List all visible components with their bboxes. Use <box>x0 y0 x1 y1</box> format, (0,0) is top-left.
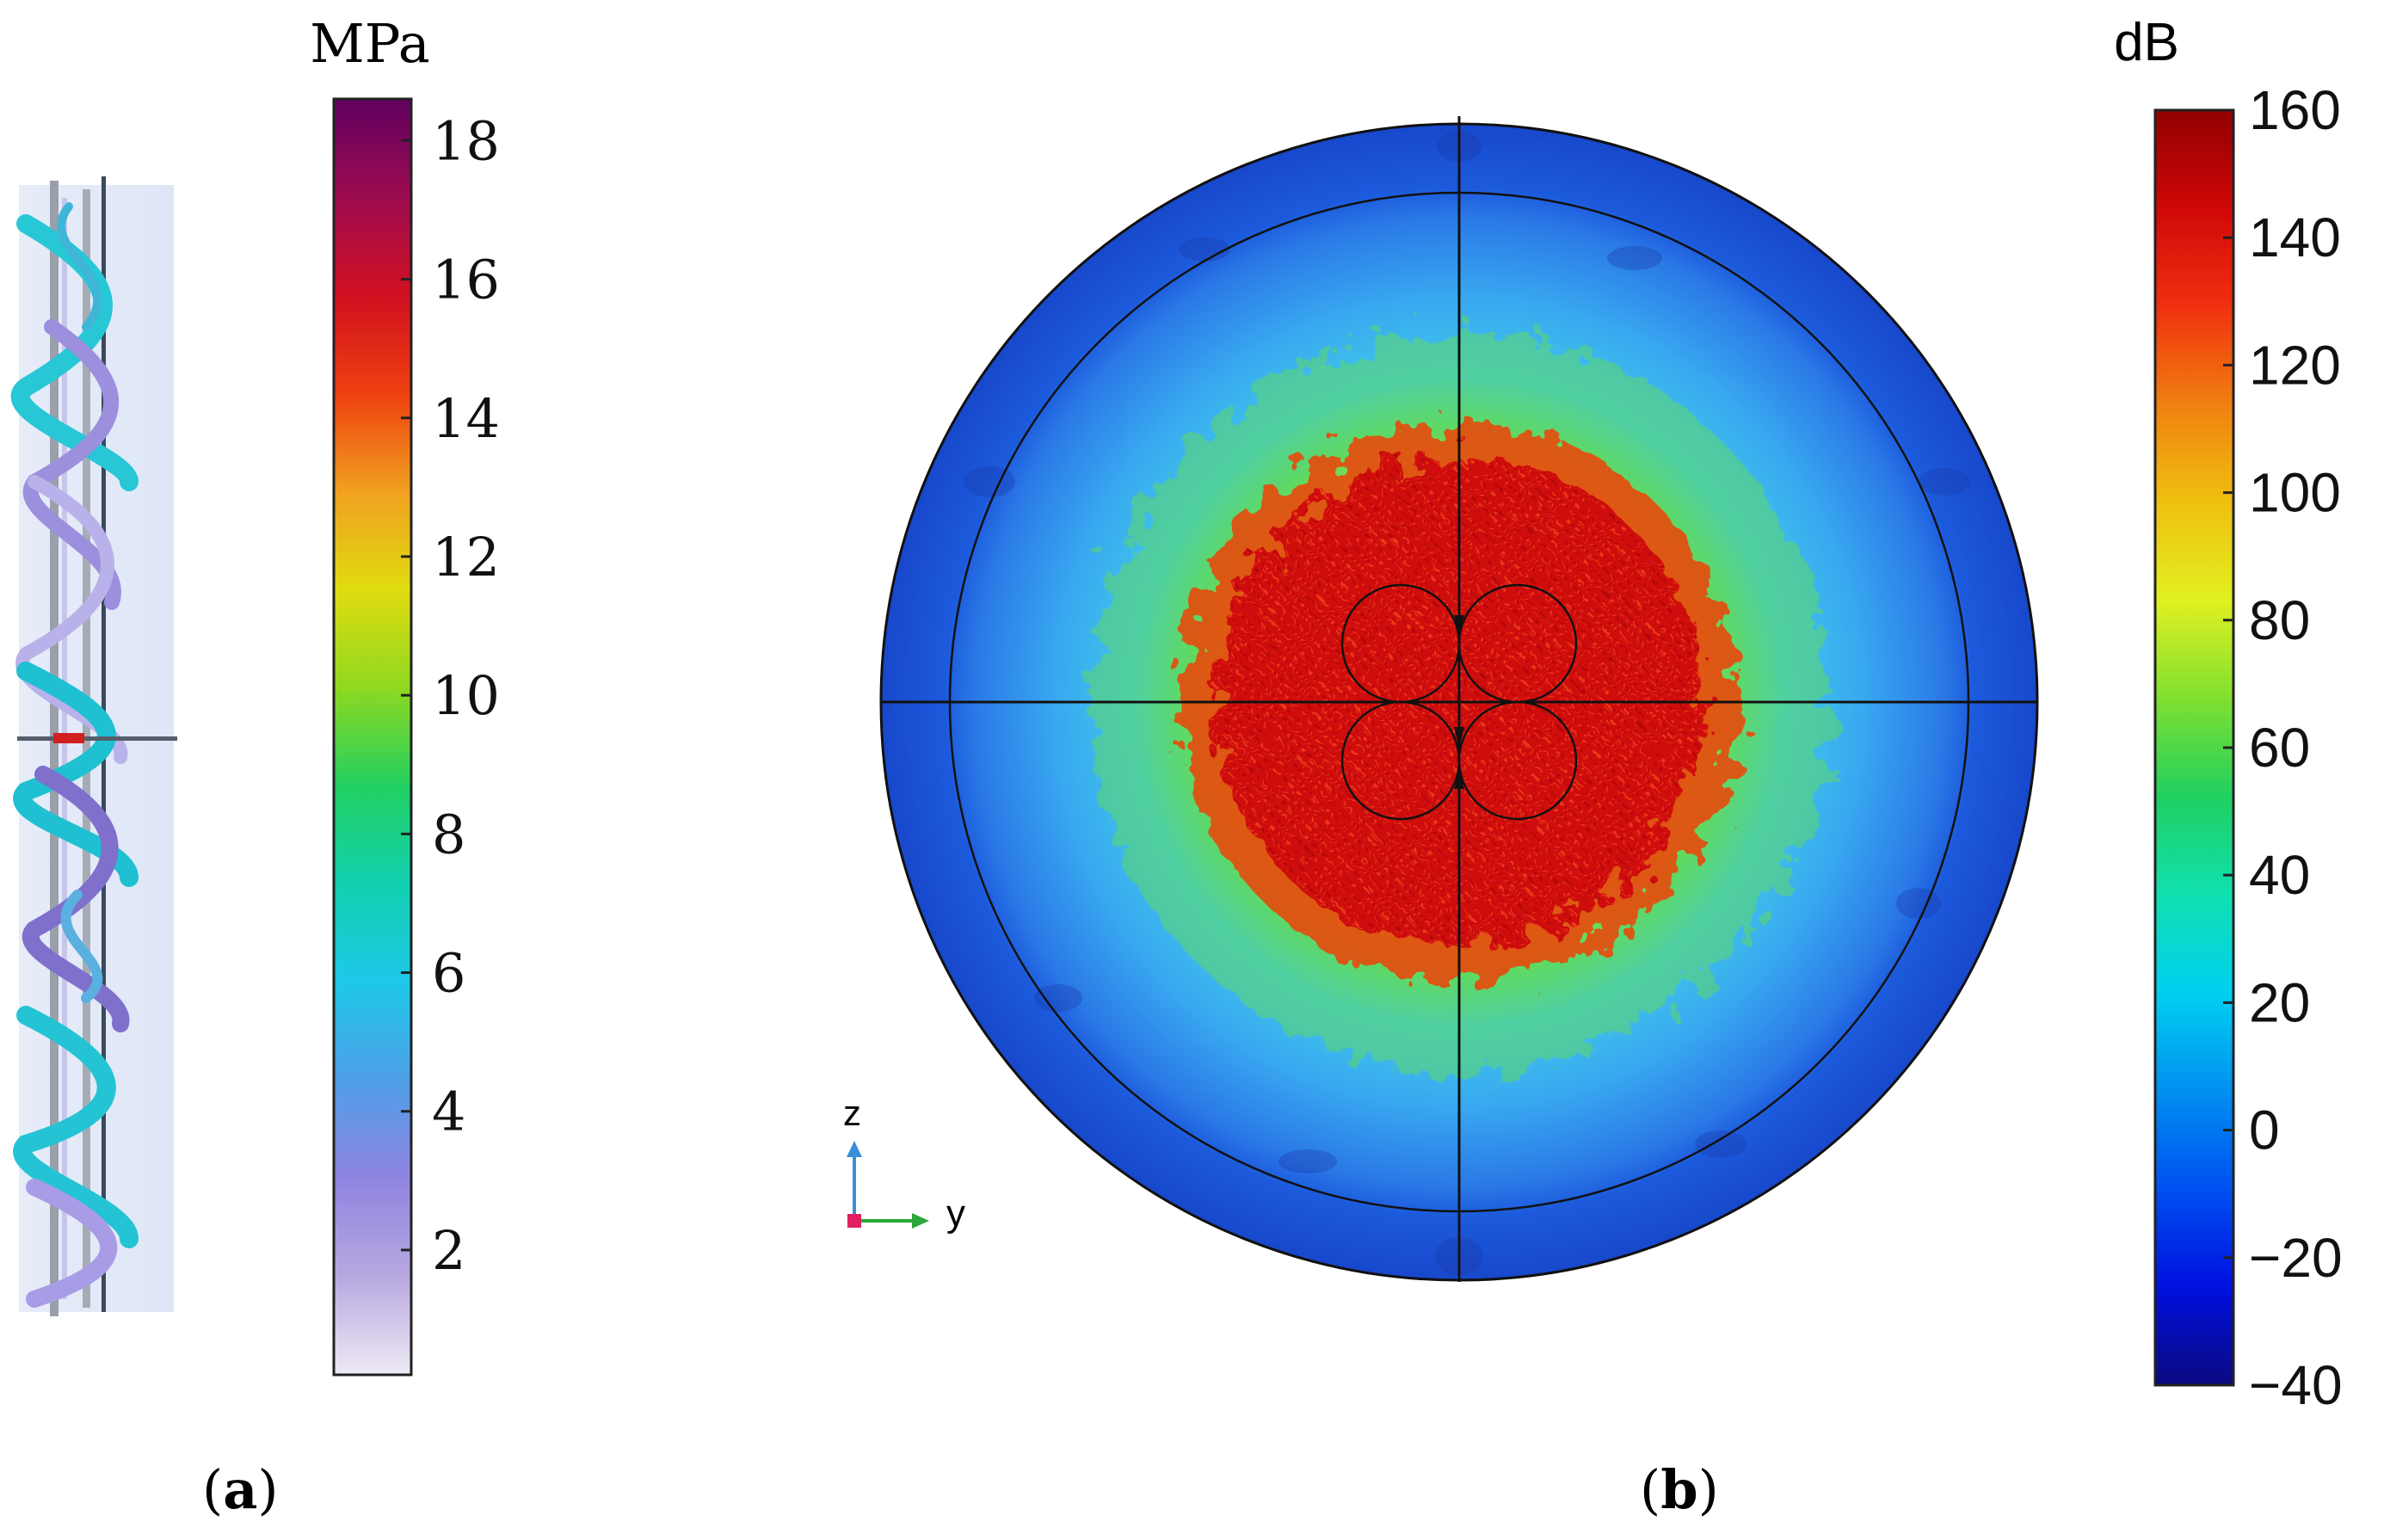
mpa-unit-label: MPa <box>310 12 430 75</box>
panel-b-label: (b) <box>1640 1458 1719 1521</box>
colorbar-tick-label: 16 <box>432 249 500 311</box>
colorbar-tick-label: 6 <box>432 942 465 1005</box>
colorbar-tick-label: 12 <box>432 526 500 588</box>
helical-armour-wires <box>10 202 139 1308</box>
colorbar-tick-label: 0 <box>2249 1100 2280 1161</box>
colorbar-tick-label: 20 <box>2249 971 2310 1033</box>
colorbar-tick-label: 10 <box>432 664 500 727</box>
db-unit-label: dB <box>2114 13 2179 72</box>
mpa-colorbar: 18 16 14 12 10 8 6 4 2 <box>332 97 500 1377</box>
panel-b-sound-field <box>879 116 2039 1282</box>
x-axis-marker-icon <box>847 1214 861 1228</box>
colorbar-tick-label: 8 <box>432 803 465 865</box>
panel-b-label-open: ( <box>1640 1458 1661 1521</box>
colorbar-tick-label: 40 <box>2249 844 2310 906</box>
panel-b-label-letter: b <box>1660 1458 1698 1521</box>
colorbar-tick-label: 80 <box>2249 589 2310 651</box>
panel-a-label-close: ) <box>257 1458 279 1521</box>
z-axis-label: z <box>843 1093 861 1133</box>
colorbar-tick-label: 60 <box>2249 717 2310 779</box>
db-colorbar-fill <box>2153 108 2235 1387</box>
colorbar-tick-label: 2 <box>432 1219 465 1282</box>
colorbar-tick-label: 100 <box>2249 462 2341 524</box>
conductor-contact-points <box>1454 615 1464 789</box>
z-arrowhead-icon <box>847 1141 862 1157</box>
mpa-colorbar-fill <box>332 97 413 1377</box>
panel-a-stress-plot <box>10 176 177 1316</box>
colorbar-tick-label: −40 <box>2249 1354 2343 1416</box>
section-plane-line <box>17 736 177 741</box>
db-colorbar: 160 140 120 100 80 60 40 20 0 −20 −40 <box>2153 79 2343 1416</box>
colorbar-tick-label: 14 <box>432 387 500 450</box>
colorbar-tick-label: 4 <box>432 1081 465 1143</box>
colorbar-tick-label: 18 <box>432 109 500 172</box>
colorbar-tick-label: 160 <box>2249 79 2341 141</box>
y-arrowhead-icon <box>912 1213 929 1229</box>
conductor-circles <box>1340 583 1578 821</box>
panel-a-label-letter: a <box>223 1458 258 1521</box>
colorbar-tick-label: 140 <box>2249 206 2341 268</box>
axis-triad <box>847 1141 929 1229</box>
max-stress-marker <box>53 733 84 743</box>
panel-a-label: (a) <box>202 1458 279 1521</box>
colorbar-tick-label: −20 <box>2249 1227 2343 1289</box>
mpa-colorbar-ticks: 18 16 14 12 10 8 6 4 2 <box>401 109 500 1282</box>
y-axis-label: y <box>946 1192 965 1235</box>
db-colorbar-ticks: 160 140 120 100 80 60 40 20 0 −20 −40 <box>2223 79 2343 1416</box>
panel-b-label-close: ) <box>1697 1458 1719 1521</box>
colorbar-tick-label: 120 <box>2249 334 2341 396</box>
panel-a-label-open: ( <box>202 1458 224 1521</box>
